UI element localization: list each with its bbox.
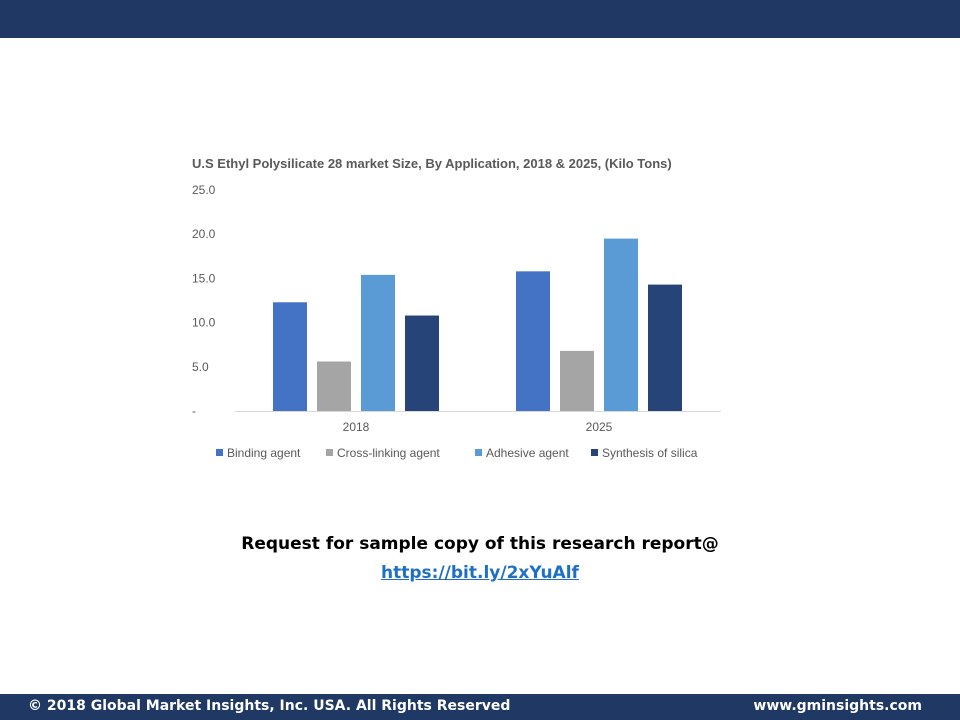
footer-bar: © 2018 Global Market Insights, Inc. USA.… (0, 694, 960, 720)
y-tick-label: 20.0 (192, 227, 216, 241)
legend-label: Synthesis of silica (602, 446, 698, 460)
y-tick-label: - (192, 404, 196, 418)
header-bar (0, 0, 960, 38)
y-tick-label: 10.0 (192, 316, 216, 330)
legend-item: Binding agent (216, 446, 301, 460)
y-tick-label: 25.0 (192, 183, 216, 197)
y-axis: - 5.0 10.0 15.0 20.0 25.0 (192, 183, 216, 418)
legend-swatch (475, 449, 482, 456)
report-link[interactable]: https://bit.ly/2xYuAlf (381, 563, 579, 583)
copyright-text: © 2018 Global Market Insights, Inc. USA.… (28, 698, 511, 714)
bar-adhesive-agent-2025 (604, 238, 638, 411)
legend-label: Binding agent (227, 446, 301, 460)
bar-chart: U.S Ethyl Polysilicate 28 market Size, B… (192, 156, 721, 460)
x-tick-label: 2018 (343, 420, 370, 434)
bar-synthesis-of-silica-2018 (405, 315, 439, 411)
legend-item: Adhesive agent (475, 446, 569, 460)
legend-label: Cross-linking agent (337, 446, 440, 460)
bars-group (273, 238, 682, 411)
bar-synthesis-of-silica-2025 (648, 284, 682, 411)
bar-binding-agent-2025 (516, 271, 550, 411)
bar-adhesive-agent-2018 (361, 274, 395, 411)
legend-swatch (591, 449, 598, 456)
bar-cross-linking-agent-2018 (317, 361, 351, 411)
request-text: Request for sample copy of this research… (241, 534, 719, 554)
legend: Binding agent Cross-linking agent Adhesive… (216, 446, 698, 460)
legend-label: Adhesive agent (486, 446, 569, 460)
x-tick-label: 2025 (586, 420, 613, 434)
bar-cross-linking-agent-2025 (560, 350, 594, 411)
legend-swatch (326, 449, 333, 456)
y-tick-label: 5.0 (192, 360, 209, 374)
bar-binding-agent-2018 (273, 302, 307, 411)
chart-title: U.S Ethyl Polysilicate 28 market Size, B… (192, 156, 672, 171)
legend-item: Cross-linking agent (326, 446, 440, 460)
legend-item: Synthesis of silica (591, 446, 698, 460)
legend-swatch (216, 449, 223, 456)
y-tick-label: 15.0 (192, 271, 216, 285)
x-axis: 2018 2025 (343, 420, 613, 434)
website-text: www.gminsights.com (753, 698, 922, 714)
